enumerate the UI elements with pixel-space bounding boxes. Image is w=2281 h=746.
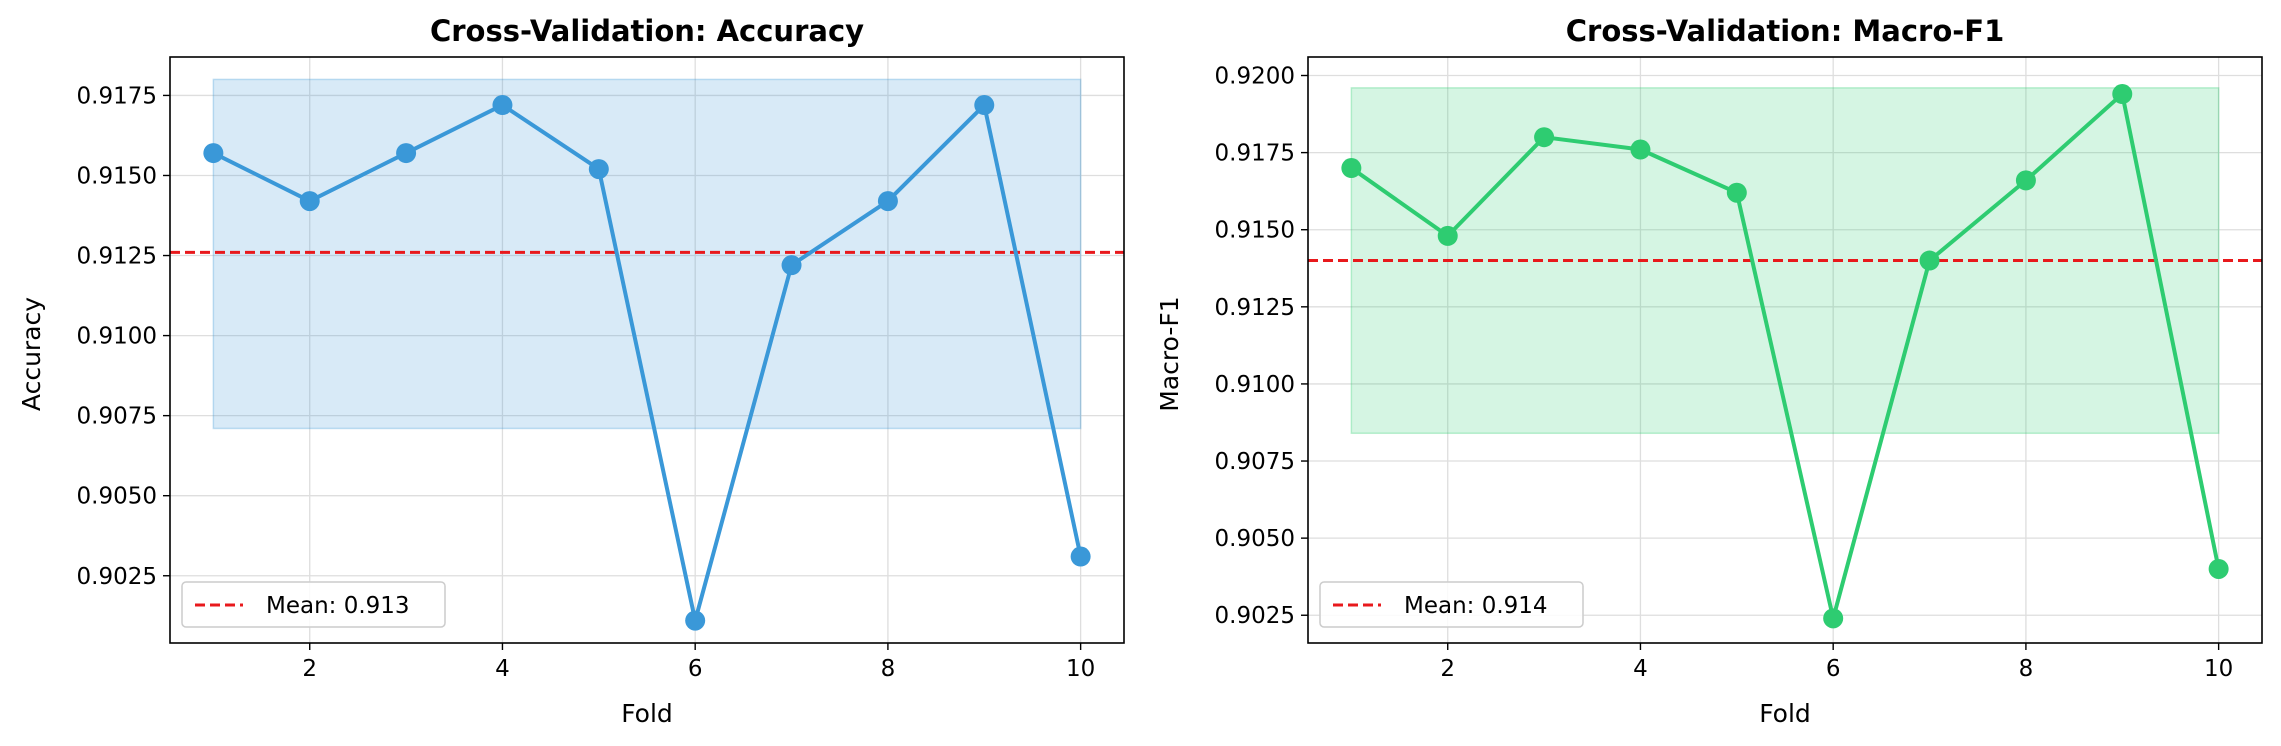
y-tick-label: 0.9150 [77,163,157,189]
std-band [212,78,1082,430]
x-tick-label: 10 [1066,656,1095,682]
data-point [781,255,802,276]
y-tick-label: 0.9175 [1215,141,1295,167]
x-tick-label: 8 [2019,656,2034,682]
data-point [685,610,706,631]
x-tick-label: 2 [302,656,317,682]
data-point [1823,608,1844,629]
y-tick-label: 0.9175 [77,83,157,109]
plot-area: 2 4 6 8 10 0.9025 0.9050 0.9075 0.9100 0.9125 0.91… [77,56,1125,682]
legend-mean-label: Mean: 0.914 [1404,593,1548,619]
x-axis-label: Fold [1759,699,1811,728]
y-tick-label: 0.9100 [77,324,157,350]
y-tick-label: 0.9075 [1215,449,1295,475]
x-tick-label: 4 [1633,656,1648,682]
chart-title: Cross-Validation: Macro-F1 [1566,14,2005,48]
x-tick-label: 4 [495,656,510,682]
legend: Mean: 0.914 [1319,581,1584,628]
data-point [1437,225,1458,246]
data-point [1341,158,1362,179]
data-point [974,95,995,116]
legend: Mean: 0.913 [181,581,446,628]
axes-frame [169,56,1125,644]
y-tick-label: 0.9100 [1215,372,1295,398]
y-tick-label: 0.9025 [1215,603,1295,629]
y-tick-label: 0.9075 [77,404,157,430]
data-point [203,143,224,164]
data-point [2112,84,2133,105]
y-tick-label: 0.9050 [1215,526,1295,552]
data-point [877,191,898,212]
data-point [1630,139,1651,160]
y-tick-label: 0.9200 [1215,64,1295,90]
y-axis-label: Macro-F1 [1155,296,1184,411]
legend-mean-label: Mean: 0.913 [266,593,410,619]
data-point [2208,558,2229,579]
axes-frame [1307,56,2263,644]
y-tick-label: 0.9125 [1215,295,1295,321]
y-tick-label: 0.9025 [77,564,157,590]
y-tick-label: 0.9125 [77,244,157,270]
accuracy-chart: Cross-Validation: Accuracy Fold Accuracy… [17,14,1125,728]
data-point [1919,250,1940,271]
data-point [299,191,320,212]
y-tick-label: 0.9150 [1215,218,1295,244]
x-axis-label: Fold [621,699,673,728]
x-tick-label: 10 [2204,656,2233,682]
series-line [1350,92,2221,621]
y-tick-label: 0.9050 [77,484,157,510]
data-point [1534,127,1555,148]
y-axis-label: Accuracy [17,297,46,411]
data-point [1070,546,1091,567]
data-point [1726,182,1747,203]
data-point [492,95,513,116]
x-tick-label: 6 [688,656,703,682]
data-point [2015,170,2036,191]
series-line [212,103,1083,623]
x-tick-label: 8 [881,656,896,682]
data-point [396,143,417,164]
plot-area: 2 4 6 8 10 0.9025 0.9050 0.9075 0.9100 0.9125 0.91… [1215,56,2263,682]
x-tick-label: 6 [1826,656,1841,682]
legend-box [1319,581,1584,628]
chart-title: Cross-Validation: Accuracy [430,14,864,48]
data-point [588,159,609,180]
x-tick-label: 2 [1440,656,1455,682]
macro-f1-chart: Cross-Validation: Macro-F1 Fold Macro-F1… [1155,14,2263,728]
legend-box [181,581,446,628]
